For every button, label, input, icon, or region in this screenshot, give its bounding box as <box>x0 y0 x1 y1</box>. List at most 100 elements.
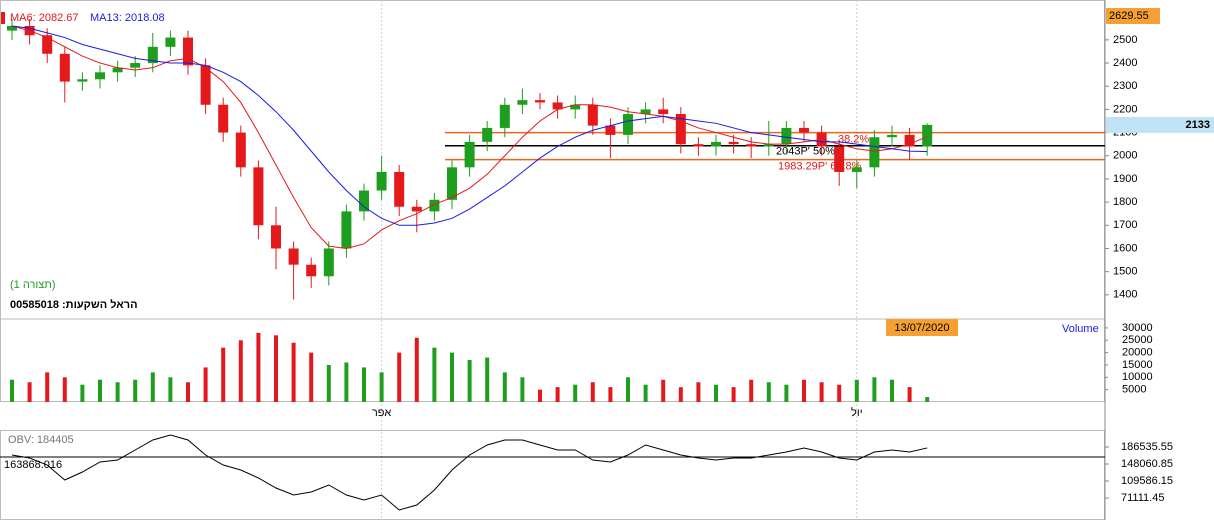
candle-body <box>183 37 193 66</box>
volume-bar <box>27 382 32 402</box>
candle-body <box>7 25 17 31</box>
obv-frame <box>0 430 1105 520</box>
y-tick-label: 1700 <box>1113 219 1137 231</box>
ma-line <box>11 25 928 226</box>
volume-bar <box>203 367 208 402</box>
y-tick-label: 1400 <box>1113 289 1137 301</box>
last-price-box <box>1106 116 1214 133</box>
candle-body <box>675 114 686 145</box>
candle-body <box>218 104 229 133</box>
candle-body <box>728 141 739 145</box>
volume-bar <box>10 379 14 402</box>
volume-bar <box>379 372 384 402</box>
candle-body <box>587 104 598 126</box>
pattern-label: (תצורה 1) <box>10 279 56 291</box>
volume-bar <box>907 387 912 402</box>
candle-body <box>130 63 141 68</box>
date-box <box>886 319 958 336</box>
y-tick-label: 1600 <box>1113 242 1137 254</box>
candle-body <box>499 104 510 128</box>
candle-body <box>341 211 352 249</box>
candle-body <box>429 199 440 212</box>
volume-bar <box>538 389 542 402</box>
y-tick-label: 2200 <box>1113 103 1137 115</box>
candle-body <box>359 190 369 212</box>
volume-bar <box>362 367 366 402</box>
volume-bar <box>485 357 490 402</box>
y-tick-label: 1500 <box>1113 266 1137 278</box>
volume-bar <box>573 384 578 402</box>
candle-body <box>323 248 334 277</box>
volume-bar <box>925 397 930 402</box>
volume-bar <box>450 352 454 402</box>
y-tick-label: 148060.85 <box>1121 458 1173 470</box>
y-tick-label: 109586.15 <box>1121 475 1173 487</box>
candle-body <box>306 264 317 277</box>
candle-body <box>605 125 616 135</box>
volume-bar <box>432 347 437 402</box>
candle-body <box>42 35 53 54</box>
volume-bar <box>467 360 472 402</box>
volume-bar <box>872 377 877 402</box>
volume-bar <box>150 372 155 402</box>
volume-bar <box>326 364 331 402</box>
instrument-label: 00585018 :הראל השקעות <box>10 298 138 311</box>
y-tick-label: 2300 <box>1113 80 1137 92</box>
volume-bar <box>854 379 859 402</box>
volume-bar <box>309 352 314 402</box>
candle-body <box>147 46 158 64</box>
volume-bar <box>643 384 648 402</box>
volume-bar <box>238 340 243 402</box>
candle-body <box>253 167 264 226</box>
candle-body <box>570 104 581 110</box>
level-label: 2043P' 50% <box>776 146 835 158</box>
y-tick-label: 71111.45 <box>1121 492 1164 504</box>
candle-body <box>95 72 105 80</box>
volume-bar <box>414 337 419 402</box>
legend-entry: OBV: 184405 <box>8 434 74 446</box>
volume-bar <box>397 352 402 402</box>
volume-title: Volume <box>1062 323 1099 335</box>
volume-bar <box>819 382 824 402</box>
candle-body <box>799 127 809 133</box>
volume-bar <box>520 377 525 402</box>
y-tick-label: 1900 <box>1113 173 1137 185</box>
candle-body <box>904 134 915 147</box>
last-price-label: 2133 <box>1186 119 1210 131</box>
max-label-box <box>1106 8 1160 24</box>
y-tick-label: 2000 <box>1113 150 1137 162</box>
candle-body <box>781 127 792 145</box>
obv-line <box>11 434 928 511</box>
volume-bar <box>186 382 190 402</box>
candle-body <box>640 109 651 115</box>
candle-body <box>711 141 721 147</box>
volume-bar <box>784 384 789 402</box>
volume-bar <box>802 379 806 402</box>
volume-bar <box>502 372 507 402</box>
volume-bar <box>590 382 595 402</box>
candle-body <box>165 37 176 47</box>
volume-bar <box>608 387 613 402</box>
volume-bar <box>766 382 771 402</box>
candle-body <box>658 109 669 115</box>
candle-body <box>869 137 880 168</box>
volume-bar <box>45 372 50 402</box>
candle-body <box>411 206 422 212</box>
candle-body <box>763 144 774 147</box>
level-label: 1983.29P' 61.8% <box>778 161 862 173</box>
y-tick-label: 20000 <box>1122 347 1153 359</box>
candle-body <box>235 132 246 168</box>
volume-bar <box>168 377 173 402</box>
y-tick-label: 186535.55 <box>1121 441 1173 453</box>
volume-bar <box>80 384 85 402</box>
candle-body <box>288 248 299 265</box>
ma-line <box>11 25 928 249</box>
candle-body <box>112 67 123 73</box>
volume-bar <box>274 335 278 402</box>
reference-label: 163868.016 <box>4 459 62 471</box>
candle-body <box>623 114 633 135</box>
y-tick-label: 1800 <box>1113 196 1137 208</box>
candle-body <box>834 146 845 172</box>
volume-bar <box>291 342 296 402</box>
